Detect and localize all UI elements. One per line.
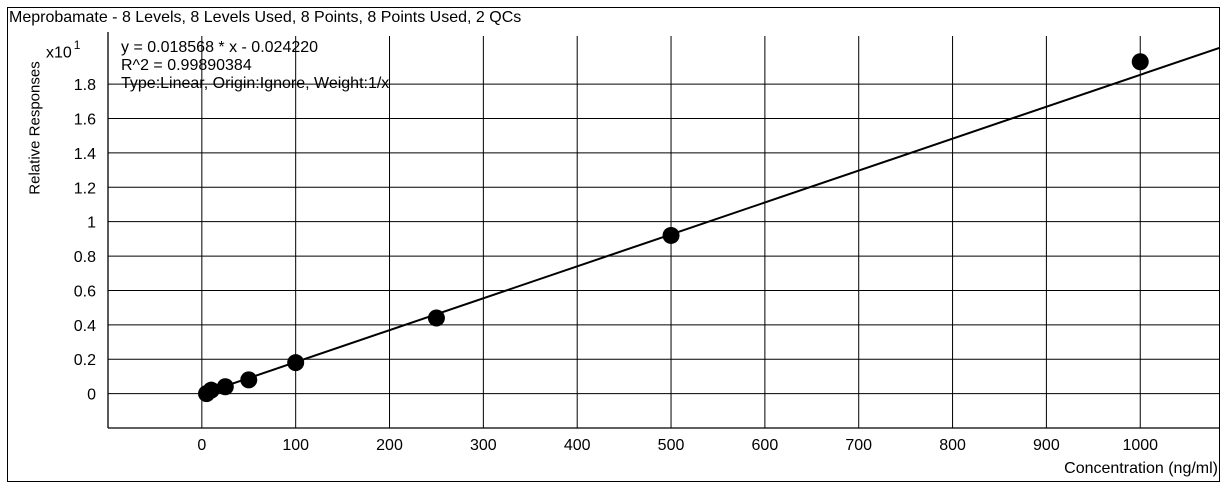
x-tick-label: 400 — [564, 437, 591, 454]
data-point — [662, 226, 680, 244]
regression-annotations: y = 0.018568 * x - 0.024220 R^2 = 0.9989… — [121, 39, 389, 93]
data-point — [1131, 53, 1149, 71]
y-tick-label: 1.4 — [74, 146, 96, 163]
y-tick-label: 1.8 — [74, 77, 96, 94]
fit-line — [201, 46, 1221, 395]
data-point — [202, 381, 220, 399]
data-point — [427, 309, 445, 327]
x-tick-label: 1000 — [1122, 437, 1158, 454]
x-tick-label: 200 — [376, 437, 403, 454]
y-axis-multiplier-base: x10 — [46, 44, 72, 62]
regression-type: Type:Linear, Origin:Ignore, Weight:1/x — [121, 75, 390, 92]
x-tick-label: 600 — [752, 437, 779, 454]
x-tick-label: 100 — [282, 437, 309, 454]
data-point — [287, 354, 305, 372]
y-tick-label: 1.6 — [74, 112, 96, 129]
y-tick-label: 0 — [87, 387, 96, 404]
data-point — [240, 371, 258, 389]
x-tick-label: 500 — [658, 437, 685, 454]
chart-title: Meprobamate - 8 Levels, 8 Levels Used, 8… — [9, 9, 522, 26]
x-tick-label: 800 — [939, 437, 966, 454]
data-point — [216, 378, 234, 396]
regression-r-squared: R^2 = 0.99890384 — [121, 57, 252, 74]
y-tick-label: 1.2 — [74, 180, 96, 197]
y-tick-label: 1 — [87, 215, 96, 232]
x-tick-label: 300 — [470, 437, 497, 454]
chart-frame — [7, 7, 1220, 482]
y-tick-label: 0.8 — [74, 249, 96, 266]
y-axis-multiplier-exponent: 1 — [73, 38, 81, 52]
x-tick-label: 700 — [845, 437, 872, 454]
x-axis-label: Concentration (ng/ml) — [1064, 460, 1218, 477]
y-tick-label: 0.4 — [74, 318, 96, 335]
regression-equation: y = 0.018568 * x - 0.024220 — [121, 39, 319, 56]
y-tick-label: 0.6 — [74, 283, 96, 300]
x-tick-label: 900 — [1033, 437, 1060, 454]
y-axis-multiplier: x10 1 — [46, 38, 81, 62]
y-tick-label: 0.2 — [74, 352, 96, 369]
x-tick-label: 0 — [197, 437, 206, 454]
